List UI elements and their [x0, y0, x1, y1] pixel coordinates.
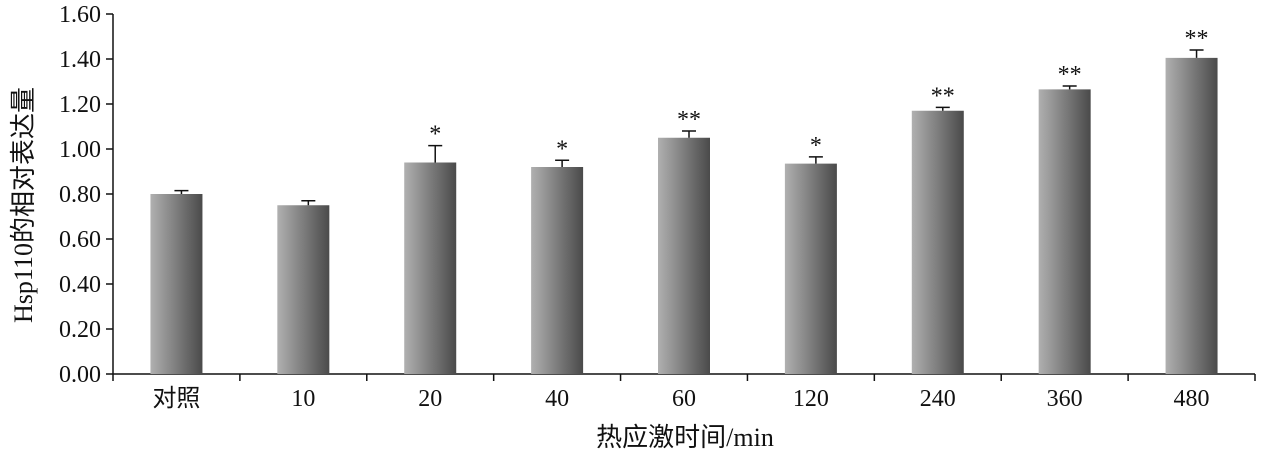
x-tick-label: 120 — [793, 386, 829, 412]
bar — [1165, 57, 1218, 374]
x-tick-label: 360 — [1047, 386, 1083, 412]
y-tick-label: 0.40 — [59, 272, 101, 298]
significance-marker: ** — [1185, 26, 1209, 52]
y-tick-label: 1.20 — [59, 92, 101, 118]
y-tick-label: 0.20 — [59, 317, 101, 343]
y-tick-label: 0.00 — [59, 362, 101, 388]
x-tick-label: 480 — [1174, 386, 1210, 412]
x-tick-label: 10 — [291, 386, 315, 412]
bar — [658, 137, 710, 374]
y-tick-label: 1.40 — [59, 47, 101, 73]
labels: 0.00 0.20 0.40 0.60 0.80 1.00 1.20 1.40 1.60 对照 10… — [59, 2, 1210, 412]
bars — [150, 49, 1218, 374]
bar — [531, 167, 584, 374]
x-tick-label: 20 — [418, 386, 442, 412]
significance-marker: * — [429, 122, 441, 148]
y-tick-label: 1.60 — [59, 2, 101, 28]
y-tick-label: 0.60 — [59, 227, 101, 253]
y-tick-label: 1.00 — [59, 137, 101, 163]
bar — [784, 163, 837, 374]
x-tick-label: 对照 — [152, 385, 200, 412]
bar — [150, 194, 203, 374]
bar — [1038, 89, 1091, 374]
bar — [911, 110, 964, 374]
bar — [277, 205, 330, 374]
significance-marker: ** — [931, 83, 955, 109]
x-axis-title: 热应激时间/min — [596, 423, 774, 452]
significance-marker: ** — [677, 107, 701, 133]
bar — [404, 162, 457, 374]
significance-marker: * — [556, 136, 568, 162]
y-axis-title: Hsp110的相对表达量 — [9, 87, 38, 323]
significance-marker: * — [810, 133, 822, 159]
y-tick-label: 0.80 — [59, 182, 101, 208]
significance-marker: ** — [1058, 62, 1082, 88]
x-tick-label: 240 — [920, 386, 956, 412]
x-tick-label: 40 — [545, 386, 569, 412]
x-tick-label: 60 — [672, 386, 696, 412]
